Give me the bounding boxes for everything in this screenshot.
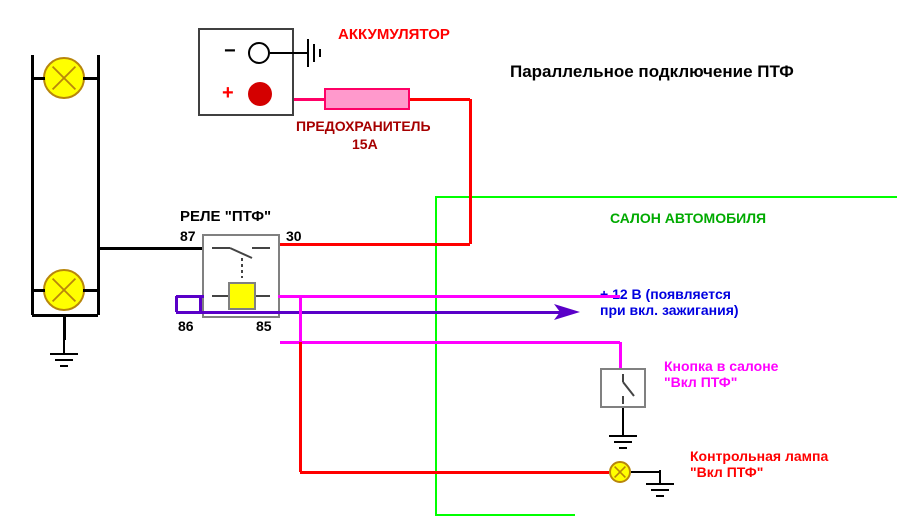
wire — [622, 408, 624, 422]
indicator-lamp — [609, 461, 631, 483]
fuse-label: ПРЕДОХРАНИТЕЛЬ — [296, 118, 431, 134]
fog-ground — [60, 365, 68, 367]
power-v1 — [469, 99, 472, 244]
indicator-ground — [656, 495, 664, 497]
magenta-main — [280, 341, 620, 344]
fuse-box — [324, 88, 410, 110]
switch-icon — [600, 368, 646, 408]
battery-ground — [319, 49, 321, 57]
power-h1 — [410, 98, 470, 101]
pin87-label: 87 — [180, 228, 196, 244]
lamp-left-trunk — [31, 55, 34, 315]
switch-ground — [609, 435, 637, 437]
battery-ground-stem — [294, 52, 308, 54]
pin30-label: 30 — [286, 228, 302, 244]
ind-feed-h — [300, 471, 609, 474]
indicator-ground-stem — [659, 470, 661, 484]
ind-feed-v — [299, 342, 302, 472]
lamp-bot-right — [83, 289, 98, 292]
ind-gnd-wire — [631, 471, 660, 473]
switch-label: Кнопка в салоне "Вкл ПТФ" — [664, 358, 778, 390]
coil-out — [278, 295, 620, 298]
battery-label: АККУМУЛЯТОР — [338, 26, 450, 43]
fog-ground — [55, 359, 73, 361]
relay-contact-icon — [202, 234, 280, 318]
lamp-top-left — [32, 77, 45, 80]
lamp-bottom-join — [32, 314, 98, 317]
wire — [619, 342, 622, 368]
arrow-icon — [554, 302, 580, 322]
battery-pos — [248, 82, 272, 106]
indicator-label: Контрольная лампа "Вкл ПТФ" — [690, 448, 828, 480]
cabin-label: САЛОН АВТОМОБИЛЯ — [610, 210, 766, 226]
switch-ground — [619, 447, 627, 449]
battery-plus-sign: + — [222, 82, 234, 105]
bat-to-fuse — [294, 98, 324, 101]
pin86-label: 86 — [178, 318, 194, 334]
pin85-label: 85 — [256, 318, 272, 334]
indicator-ground — [651, 489, 669, 491]
switch-ground-stem — [622, 422, 624, 436]
indicator-ground — [646, 483, 674, 485]
wire — [299, 296, 302, 342]
relay-label: РЕЛЕ "ПТФ" — [180, 208, 271, 225]
power-h2 — [280, 243, 470, 246]
battery-ground — [313, 44, 315, 62]
lamp-top-right — [83, 77, 98, 80]
lamp-bot-left — [32, 289, 45, 292]
fog-ground — [50, 353, 78, 355]
battery-box — [198, 28, 294, 116]
ign-label: + 12 В (появляется при вкл. зажигания) — [600, 286, 739, 318]
battery-ground — [307, 39, 309, 67]
battery-neg — [248, 42, 270, 64]
fog-ground-stem — [63, 340, 65, 354]
cabin-bottom — [435, 514, 575, 516]
relay87-to-lamps — [98, 247, 202, 250]
fuse-amp: 15А — [352, 136, 378, 152]
lamp-right-trunk — [97, 55, 100, 315]
title-label: Параллельное подключение ПТФ — [510, 62, 794, 82]
fog-lamp-bottom — [43, 269, 85, 311]
lamp-gnd-stub — [63, 315, 66, 340]
stub86 — [176, 295, 204, 298]
switch-ground — [614, 441, 632, 443]
battery-minus-sign: − — [224, 40, 236, 63]
battery-neg-wire — [270, 52, 294, 54]
fog-lamp-top — [43, 57, 85, 99]
wire — [176, 311, 560, 314]
